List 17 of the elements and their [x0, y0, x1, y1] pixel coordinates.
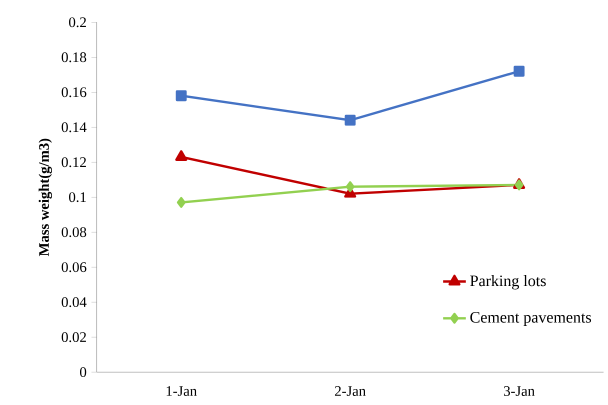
y-tick-label: 0.02 [62, 332, 86, 342]
y-tick-label: 0.06 [62, 262, 86, 272]
y-tick-label: 0.18 [62, 52, 86, 62]
y-tick-label: 0.04 [62, 297, 87, 308]
legend-label: Cement pavements [470, 312, 592, 326]
legend-label: Parking lots [470, 274, 546, 290]
y-tick-label: 0.14 [62, 122, 87, 132]
x-tick-label: 3-Jan [504, 386, 535, 396]
y-tick-label: 0.1 [69, 192, 86, 202]
x-tick-label: 2-Jan [334, 386, 366, 396]
y-tick-label: 0.12 [62, 157, 86, 168]
y-axis-title: Mass weight(g/m3) [38, 138, 52, 256]
y-tick-label: 0 [80, 367, 86, 378]
y-tick-label: 0.08 [62, 227, 86, 238]
y-tick-label: 0.16 [62, 87, 86, 98]
x-tick-label: 1-Jan [166, 386, 197, 396]
y-tick-label: 0.2 [69, 17, 86, 28]
